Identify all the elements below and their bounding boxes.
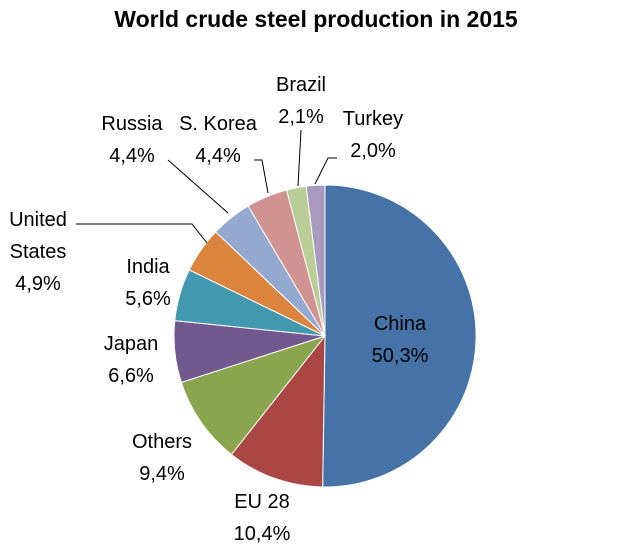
pie-slice-eu-28 — [230, 334, 326, 488]
leader-lines — [76, 129, 337, 244]
leader-line-brazil — [297, 129, 302, 187]
leader-line-s-korea — [254, 159, 269, 194]
leader-line-russia — [167, 159, 229, 214]
leader-line-turkey — [314, 157, 337, 185]
pie-slice-others — [180, 335, 327, 456]
slice-label-eu-28: EU 28 10,4% — [234, 491, 291, 545]
slice-labels: China 50,3% EU 28 10,4% Others 9,4% Japan 6,6% I… — [9, 74, 428, 545]
leader-line-united-states — [76, 223, 208, 244]
slice-label-turkey: Turkey 2,0% — [343, 108, 403, 162]
slice-label-others: Others 9,4% — [132, 431, 192, 485]
pie-slice-china — [322, 184, 477, 488]
slice-label-japan: Japan 6,6% — [104, 333, 159, 387]
slice-label-brazil: Brazil 2,1% — [276, 74, 326, 128]
chart-title: World crude steel production in 2015 — [114, 6, 518, 32]
pie-slice-turkey — [305, 184, 326, 337]
slice-label-china: China 50,3% — [372, 313, 429, 367]
pie-slices — [173, 184, 477, 488]
slice-label-united-states: United States 4,9% — [9, 209, 67, 295]
slice-label-india: India 5,6% — [125, 256, 171, 310]
slice-label-s-korea: S. Korea 4,4% — [179, 113, 258, 167]
slice-label-russia: Russia 4,4% — [101, 113, 163, 167]
